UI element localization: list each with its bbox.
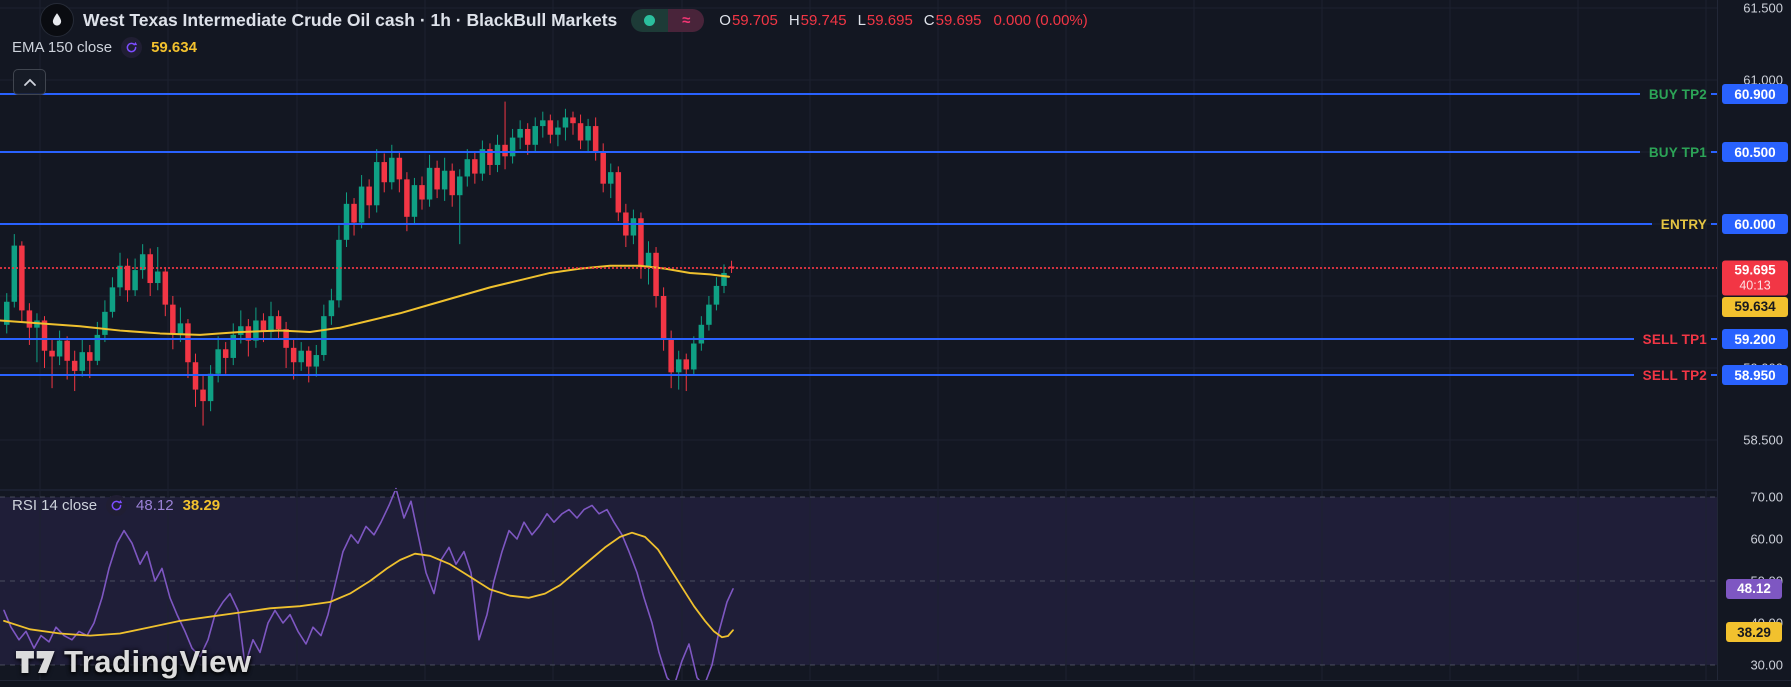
rsi-indicator-row[interactable]: RSI 14 close 48.12 38.29 — [12, 495, 220, 516]
time-axis[interactable] — [0, 680, 1791, 687]
level-label: SELL TP1 — [1642, 331, 1707, 347]
current-price-text: 59.695 — [1734, 262, 1776, 278]
level-row-sell-tp2[interactable]: SELL TP2 — [0, 366, 1718, 384]
level-dash — [1711, 93, 1718, 96]
symbol-logo[interactable] — [40, 3, 74, 37]
close-label: C — [923, 11, 935, 29]
indicator-loop-icon[interactable] — [106, 495, 128, 516]
level-price-label: 60.900 — [1722, 84, 1788, 105]
market-status-open — [631, 8, 669, 32]
level-row-buy-tp2[interactable]: BUY TP2 — [0, 85, 1718, 103]
pane-divider[interactable] — [0, 489, 1791, 491]
level-line — [0, 151, 1640, 153]
high-value: 59.745 — [800, 11, 847, 29]
level-price-label: 59.200 — [1722, 329, 1788, 350]
ema-value: 59.634 — [151, 39, 197, 56]
bar-countdown: 40:13 — [1739, 278, 1771, 293]
tradingview-watermark[interactable]: TradingView — [16, 644, 252, 680]
price-tick: 58.500 — [1743, 432, 1783, 448]
level-dash — [1711, 338, 1718, 341]
price-scale[interactable]: 61.50061.00059.00058.50070.0060.0050.004… — [1717, 0, 1791, 680]
low-label: L — [857, 11, 866, 29]
ema-price-label: 59.634 — [1722, 296, 1788, 317]
ema-indicator-row[interactable]: EMA 150 close 59.634 — [12, 37, 197, 58]
current-price-line — [0, 266, 1718, 269]
open-label: O — [719, 11, 731, 29]
watermark-text: TradingView — [64, 644, 252, 679]
close-value: 59.695 — [935, 11, 982, 29]
level-row-entry[interactable]: ENTRY — [0, 215, 1718, 233]
level-price-label: 60.000 — [1722, 214, 1788, 234]
level-price-label: 60.500 — [1722, 142, 1788, 162]
level-row-sell-tp1[interactable]: SELL TP1 — [0, 330, 1718, 348]
symbol-title: West Texas Intermediate Crude Oil cash ·… — [83, 9, 618, 30]
oil-droplet-icon — [52, 13, 62, 26]
change-value: 0.000 (0.00%) — [993, 11, 1088, 29]
market-status-approx: ≈ — [668, 8, 705, 32]
level-label: BUY TP1 — [1648, 144, 1707, 160]
rsi-ma-label: 38.29 — [1726, 622, 1782, 643]
symbol-header: West Texas Intermediate Crude Oil cash ·… — [40, 3, 1088, 37]
level-dash — [1711, 374, 1718, 377]
rsi-tick: 30.00 — [1750, 657, 1783, 673]
price-tick: 61.500 — [1743, 0, 1783, 16]
rsi-tick: 70.00 — [1750, 489, 1783, 505]
level-price-label: 58.950 — [1722, 365, 1788, 386]
tradingview-logo-icon — [16, 650, 55, 674]
chevron-up-icon — [23, 78, 36, 86]
market-status-toggle[interactable]: ≈ — [631, 8, 705, 32]
approx-icon: ≈ — [682, 11, 691, 29]
level-line — [0, 338, 1634, 341]
level-line — [0, 223, 1652, 225]
level-line — [0, 93, 1640, 96]
rsi-value: 48.12 — [136, 497, 174, 514]
price-tick: 61.000 — [1743, 72, 1783, 88]
indicator-loop-icon[interactable] — [121, 37, 143, 58]
level-label: ENTRY — [1660, 216, 1707, 232]
open-value: 59.705 — [731, 11, 778, 29]
rsi-ma-value: 38.29 — [182, 497, 221, 514]
ema-indicator-label: EMA 150 close — [12, 39, 113, 56]
rsi-tick: 60.00 — [1750, 531, 1783, 547]
level-label: SELL TP2 — [1642, 367, 1707, 383]
level-dash — [1711, 223, 1718, 225]
level-row-buy-tp1[interactable]: BUY TP1 — [0, 143, 1718, 161]
status-dot-icon — [644, 14, 656, 26]
high-label: H — [788, 11, 800, 29]
collapse-pane-button[interactable] — [13, 69, 46, 95]
level-line — [0, 374, 1634, 377]
ohlc-readout: O59.705 H59.745 L59.695 C59.695 0.000 (0… — [719, 12, 1088, 29]
level-dash — [1711, 151, 1718, 153]
low-value: 59.695 — [866, 11, 913, 29]
level-label: BUY TP2 — [1648, 86, 1707, 102]
rsi-indicator-label: RSI 14 close — [12, 497, 98, 514]
rsi-value-label: 48.12 — [1726, 578, 1782, 599]
current-price-label: 59.695 40:13 — [1722, 260, 1788, 296]
